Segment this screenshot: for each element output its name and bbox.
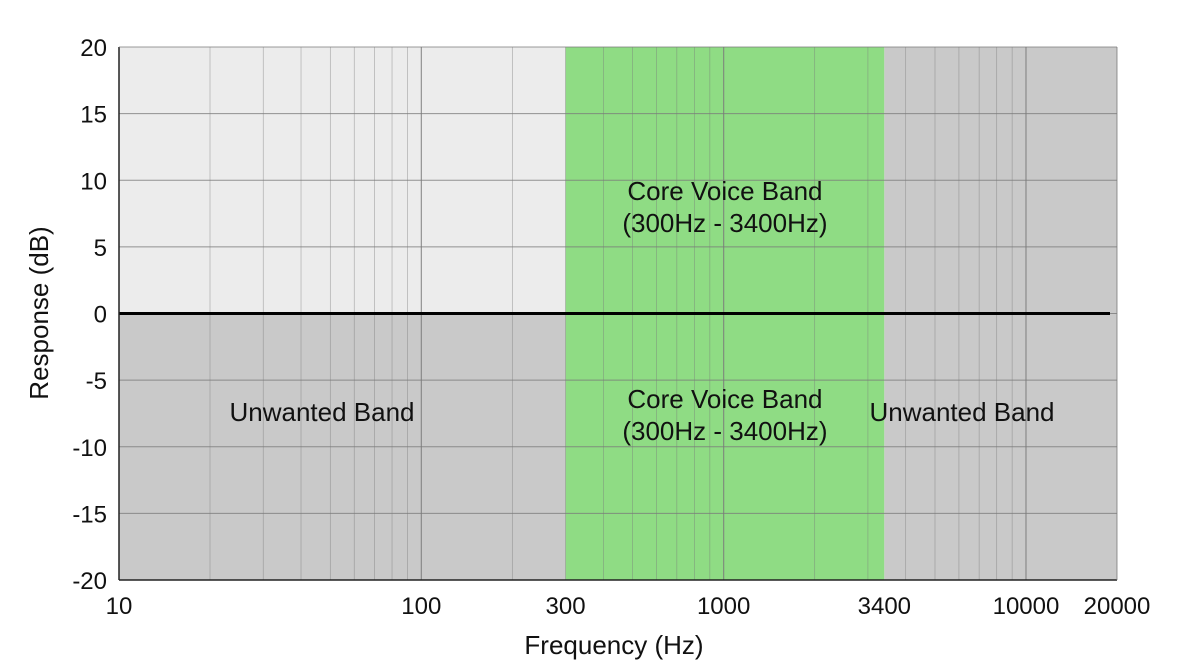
y-tick-label: -5 — [86, 368, 107, 395]
y-tick-label: 20 — [80, 35, 107, 62]
unwanted-band-label: Unwanted Band — [229, 397, 414, 427]
y-tick-label: 5 — [94, 235, 107, 262]
x-tick-label: 10000 — [993, 593, 1060, 620]
x-axis-label: Frequency (Hz) — [524, 630, 703, 660]
x-tick-labels: 10 100 300 1000 3400 10000 20000 — [106, 593, 1151, 620]
y-tick-labels: 20 15 10 5 0 -5 -10 -15 -20 — [72, 35, 107, 595]
y-tick-label: 10 — [80, 168, 107, 195]
x-tick-label: 20000 — [1084, 593, 1151, 620]
voice-band-upper-label: Core Voice Band — [627, 176, 822, 206]
y-axis-label: Response (dB) — [24, 226, 54, 399]
y-tick-label: -10 — [72, 435, 107, 462]
unwanted-band-label: Unwanted Band — [869, 397, 1054, 427]
x-tick-label: 3400 — [858, 593, 911, 620]
plot-frame — [118, 46, 1118, 581]
x-tick-label: 1000 — [697, 593, 750, 620]
x-tick-label: 10 — [106, 593, 133, 620]
y-tick-label: 15 — [80, 102, 107, 129]
y-tick-label: 0 — [94, 302, 107, 329]
voice-band-lower-label: Core Voice Band — [627, 384, 822, 414]
x-tick-label: 100 — [401, 593, 441, 620]
x-tick-label: 300 — [546, 593, 586, 620]
y-tick-label: -20 — [72, 568, 107, 595]
voice-band-upper-range: (300Hz - 3400Hz) — [622, 208, 827, 238]
y-tick-label: -15 — [72, 501, 107, 528]
voice-band-lower-range: (300Hz - 3400Hz) — [622, 416, 827, 446]
